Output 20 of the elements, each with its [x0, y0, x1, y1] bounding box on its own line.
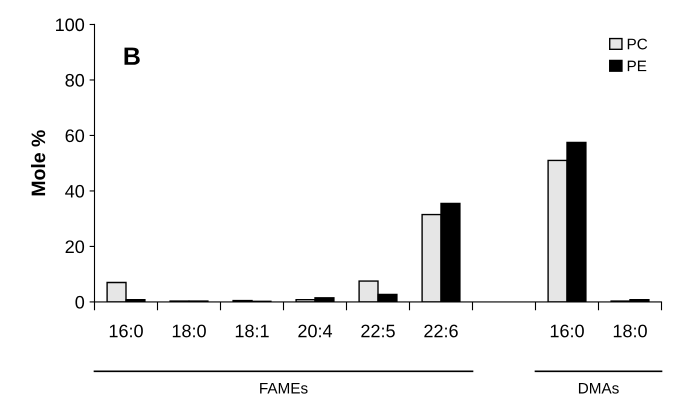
x-tick-label: 18:1 — [236, 324, 269, 338]
legend-label: PE — [628, 60, 646, 72]
y-tick-label: 80 — [65, 74, 84, 87]
y-tick-label: 100 — [56, 18, 84, 32]
x-tick-label: 22:5 — [361, 324, 395, 338]
x-tick-label: 20:4 — [298, 324, 332, 338]
y-tick-label: 0 — [75, 296, 84, 309]
legend-label: PC — [628, 38, 648, 50]
text: FAMEs — [260, 382, 308, 394]
y-tick-label: 40 — [65, 184, 84, 198]
y-tick-label: 60 — [66, 129, 84, 142]
annotation: B — [124, 48, 140, 65]
x-tick-label: 18:0 — [614, 324, 647, 338]
x-tick-label: 16:0 — [550, 324, 584, 338]
x-tick-label: 18:0 — [172, 324, 206, 338]
y-tick-label: 20 — [66, 240, 84, 254]
text: DMAs — [578, 382, 619, 394]
x-tick-label: 16:0 — [110, 324, 143, 338]
y-axis-title: Mole % — [30, 130, 46, 196]
x-tick-label: 22:6 — [424, 324, 458, 338]
